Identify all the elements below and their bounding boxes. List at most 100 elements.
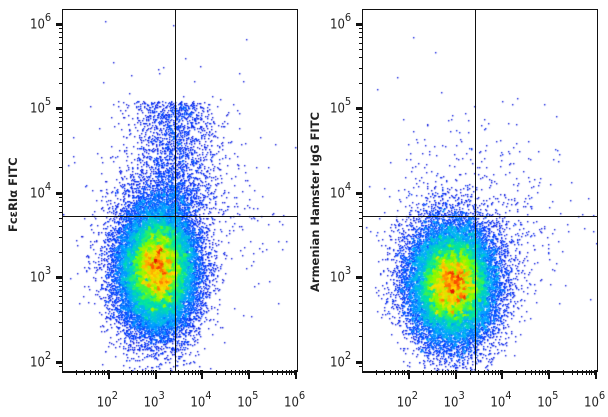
y-minor-tick <box>359 121 362 123</box>
y-minor-tick <box>59 141 62 143</box>
y-tick-label: 105 <box>330 95 352 117</box>
y-major-tick <box>356 191 362 195</box>
x-major-tick <box>201 370 204 379</box>
y-major-tick <box>56 360 62 364</box>
y-minor-tick <box>59 296 62 298</box>
quadrant-gate-horizontal[interactable] <box>363 215 597 217</box>
plot-panel-fcerIa: FcεRIα FITC 102 102 103 103 104 104 105 105 106 10… <box>6 9 306 411</box>
y-minor-tick <box>359 211 362 213</box>
y-minor-tick <box>59 310 62 312</box>
y-major-tick <box>356 276 362 280</box>
y-minor-tick <box>359 296 362 298</box>
density-plot <box>363 10 597 371</box>
y-minor-tick <box>359 127 362 129</box>
y-minor-tick <box>359 57 362 59</box>
y-minor-tick <box>359 205 362 207</box>
x-tick-label: 105 <box>537 389 559 411</box>
y-tick-label: 105 <box>30 95 52 117</box>
y-major-tick <box>56 276 62 280</box>
quadrant-gate-vertical[interactable] <box>475 10 477 371</box>
x-major-tick <box>407 370 410 379</box>
y-minor-tick <box>359 281 362 283</box>
y-axis-label: FcεRIα FITC <box>6 157 20 232</box>
y-minor-tick <box>59 133 62 135</box>
x-axis-line <box>62 371 296 373</box>
y-minor-tick <box>59 201 62 203</box>
y-tick-label: 106 <box>30 10 52 33</box>
y-minor-tick <box>59 112 62 114</box>
y-tick-label: 104 <box>330 179 352 202</box>
y-minor-tick <box>359 336 362 338</box>
x-major-tick <box>295 370 297 379</box>
y-minor-tick <box>359 321 362 323</box>
y-axis-label: Armenian Hamster IgG FITC <box>308 112 322 292</box>
y-minor-tick <box>59 211 62 213</box>
y-minor-tick <box>59 42 62 44</box>
y-minor-tick <box>359 68 362 70</box>
y-minor-tick <box>59 57 62 59</box>
x-tick-label: 104 <box>190 389 212 411</box>
y-tick-label: 106 <box>330 10 352 33</box>
density-plot <box>63 10 297 371</box>
y-minor-tick <box>359 27 362 29</box>
y-minor-tick <box>359 218 362 220</box>
x-axis-line <box>362 371 596 373</box>
y-minor-tick <box>59 251 62 253</box>
y-minor-tick <box>59 321 62 323</box>
y-minor-tick <box>359 251 362 253</box>
y-minor-tick <box>359 42 362 44</box>
y-tick-label: 102 <box>30 348 52 371</box>
y-minor-tick <box>359 285 362 287</box>
plot-area <box>362 9 598 372</box>
y-major-tick <box>56 107 62 111</box>
x-tick-label: 105 <box>237 389 259 411</box>
y-minor-tick <box>59 196 62 198</box>
x-tick-label: 103 <box>143 389 165 411</box>
y-major-tick <box>356 360 362 364</box>
y-minor-tick <box>59 302 62 304</box>
quadrant-gate-horizontal[interactable] <box>63 215 297 217</box>
y-minor-tick <box>59 36 62 38</box>
y-tick-label: 104 <box>30 179 52 202</box>
x-major-tick <box>595 370 597 379</box>
y-minor-tick <box>59 365 62 367</box>
y-minor-tick <box>359 167 362 169</box>
y-minor-tick <box>59 121 62 123</box>
y-minor-tick <box>59 290 62 292</box>
x-tick-label: 104 <box>490 389 512 411</box>
y-minor-tick <box>359 196 362 198</box>
x-tick-label: 106 <box>284 389 306 411</box>
y-minor-tick <box>359 141 362 143</box>
y-minor-tick <box>59 336 62 338</box>
y-tick-label: 103 <box>330 264 352 286</box>
y-minor-tick <box>59 116 62 118</box>
x-major-tick <box>154 370 157 379</box>
plot-area <box>62 9 298 372</box>
x-major-tick <box>248 370 251 379</box>
y-minor-tick <box>359 36 362 38</box>
y-minor-tick <box>359 152 362 154</box>
y-minor-tick <box>359 237 362 239</box>
y-major-tick <box>356 107 362 111</box>
y-tick-label: 103 <box>30 264 52 286</box>
y-minor-tick <box>59 127 62 129</box>
x-major-tick <box>548 370 551 379</box>
y-minor-tick <box>359 49 362 51</box>
plot-panel-isotype: Armenian Hamster IgG FITC 102 102 103 103 104… <box>300 0 606 417</box>
y-minor-tick <box>359 365 362 367</box>
y-minor-tick <box>359 290 362 292</box>
y-major-tick <box>56 22 62 26</box>
x-tick-label: 106 <box>584 389 606 411</box>
y-minor-tick <box>59 32 62 34</box>
x-tick-label: 102 <box>396 389 418 411</box>
y-tick-label: 102 <box>330 348 352 371</box>
y-major-tick <box>356 22 362 26</box>
y-minor-tick <box>59 49 62 51</box>
y-minor-tick <box>359 201 362 203</box>
y-minor-tick <box>359 302 362 304</box>
y-minor-tick <box>59 167 62 169</box>
x-major-tick <box>107 370 110 379</box>
quadrant-gate-vertical[interactable] <box>175 10 177 371</box>
y-minor-tick <box>359 116 362 118</box>
x-major-tick <box>501 370 504 379</box>
